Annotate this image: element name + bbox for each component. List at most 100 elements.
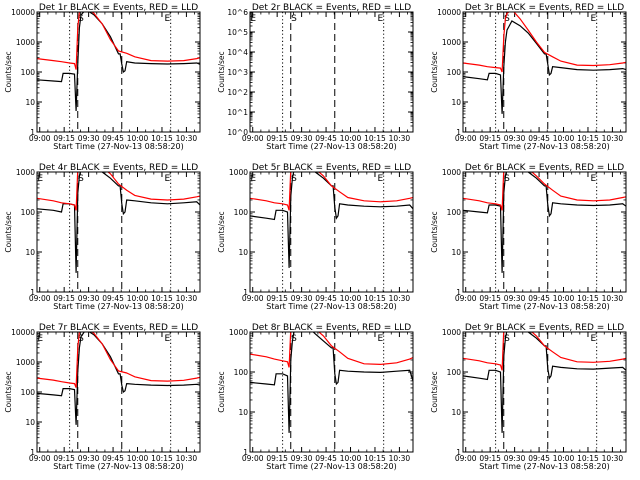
x-tick-label: 09:45 [315, 454, 337, 463]
y-tick-label: 10^0 [227, 128, 248, 137]
y-tick-label: 1 [243, 288, 248, 297]
marker-label-e: E [250, 174, 256, 184]
y-tick-label: 1 [456, 128, 461, 137]
x-tick-label: 09:30 [504, 454, 526, 463]
x-tick-label: 09:15 [266, 294, 288, 303]
y-axis-label: Counts/sec [217, 211, 226, 252]
x-tick-label: 09:30 [78, 294, 100, 303]
x-tick-label: 10:15 [151, 454, 173, 463]
x-tick-label: 09:30 [78, 454, 100, 463]
x-tick-label: 09:30 [291, 454, 313, 463]
y-axis-label: Counts/sec [4, 51, 13, 92]
x-tick-label: 10:30 [602, 134, 624, 143]
lld-series-line [463, 332, 626, 371]
y-tick-label: 10000 [11, 8, 35, 17]
plot-frame [36, 11, 201, 133]
y-axis-label: Counts/sec [430, 371, 439, 412]
x-tick-label: 10:00 [553, 294, 575, 303]
panel-4: Det 4r BLACK = Events, RED = LLD 1 10 100 10… [4, 163, 201, 311]
events-series-line [463, 172, 626, 273]
x-tick-label: 09:15 [479, 454, 501, 463]
panel-5: Det 5r BLACK = Events, RED = LLD 1 10 100 10… [217, 163, 414, 311]
panel-title: Det 1r BLACK = Events, RED = LLD [39, 3, 198, 13]
y-tick-label: 1 [456, 448, 461, 457]
y-axis-label: Counts/sec [430, 51, 439, 92]
x-tick-label: 09:30 [504, 134, 526, 143]
y-tick-label: 10 [25, 98, 35, 107]
y-tick-label: 1000 [442, 328, 461, 337]
events-series-line [463, 332, 626, 433]
lld-series-line [463, 12, 626, 73]
x-tick-label: 09:45 [102, 454, 124, 463]
panel-7: Det 7r BLACK = Events, RED = LLD 1 10 100 10… [4, 323, 201, 471]
x-tick-label: 09:30 [504, 294, 526, 303]
x-tick-label: 10:00 [553, 134, 575, 143]
x-axis-label: Start Time (27-Nov-13 08:58:20) [479, 462, 609, 471]
x-tick-label: 10:00 [553, 454, 575, 463]
x-tick-label: 09:45 [102, 294, 124, 303]
x-tick-label: 09:15 [266, 134, 288, 143]
x-tick-label: 09:30 [291, 134, 313, 143]
x-tick-label: 09:00 [242, 454, 264, 463]
x-tick-label: 09:00 [455, 134, 477, 143]
y-tick-label: 100 [447, 208, 462, 217]
y-tick-label: 10 [25, 248, 35, 257]
marker-label-e: E [378, 14, 384, 24]
panel-3: Det 3r BLACK = Events, RED = LLD 1 10 100 10… [430, 3, 627, 151]
x-axis-label: Start Time (27-Nov-13 08:58:20) [266, 462, 396, 471]
marker-label-e: E [591, 174, 597, 184]
marker-label-s: S [291, 334, 297, 344]
y-tick-label: 10 [25, 418, 35, 427]
y-tick-label: 1 [243, 448, 248, 457]
x-tick-label: 09:45 [315, 134, 337, 143]
plot-frame [249, 11, 414, 133]
x-tick-label: 10:30 [389, 294, 411, 303]
x-tick-label: 09:15 [266, 454, 288, 463]
x-tick-label: 10:15 [364, 294, 386, 303]
lld-series-line [37, 172, 200, 211]
lld-series-line [250, 172, 413, 211]
y-tick-label: 100 [21, 68, 36, 77]
y-tick-label: 10^5 [227, 28, 248, 37]
marker-label-s: S [291, 14, 297, 24]
panel-9: Det 9r BLACK = Events, RED = LLD 1 10 100 10… [430, 323, 627, 471]
marker-label-s: S [78, 14, 84, 24]
x-tick-label: 10:15 [577, 294, 599, 303]
y-tick-label: 10000 [11, 328, 35, 337]
panel-title: Det 2r BLACK = Events, RED = LLD [252, 3, 411, 13]
x-tick-label: 09:30 [291, 294, 313, 303]
events-series-line [463, 20, 626, 114]
x-tick-label: 09:45 [528, 134, 550, 143]
x-tick-label: 10:15 [577, 134, 599, 143]
x-tick-label: 10:30 [602, 454, 624, 463]
y-tick-label: 1 [456, 288, 461, 297]
y-tick-label: 100 [21, 208, 36, 217]
x-tick-label: 09:00 [242, 134, 264, 143]
y-tick-label: 10000 [437, 8, 461, 17]
y-tick-label: 1 [30, 128, 35, 137]
y-axis-label: Counts/sec [4, 371, 13, 412]
x-tick-label: 10:30 [176, 294, 198, 303]
plot-frame [249, 331, 414, 453]
x-tick-label: 10:00 [127, 294, 149, 303]
events-series-line [37, 172, 200, 273]
x-tick-label: 10:30 [602, 294, 624, 303]
marker-label-s: S [504, 14, 510, 24]
panel-1: Det 1r BLACK = Events, RED = LLD 1 10 100 10… [4, 3, 201, 151]
marker-label-e: E [165, 174, 171, 184]
x-tick-label: 09:15 [53, 134, 75, 143]
y-tick-label: 1000 [442, 168, 461, 177]
panel-title: Det 7r BLACK = Events, RED = LLD [39, 323, 198, 333]
x-tick-label: 10:30 [389, 134, 411, 143]
plot-frame [462, 171, 627, 293]
events-series-line [37, 12, 200, 112]
plot-frame [249, 171, 414, 293]
x-tick-label: 10:15 [364, 454, 386, 463]
marker-label-e: E [591, 14, 597, 24]
x-tick-label: 10:30 [389, 454, 411, 463]
y-axis-label: Counts/sec [430, 211, 439, 252]
marker-label-e: E [378, 174, 384, 184]
y-axis-label: Counts/sec [217, 51, 226, 92]
x-axis-label: Start Time (27-Nov-13 08:58:20) [53, 462, 183, 471]
x-tick-label: 10:30 [176, 454, 198, 463]
